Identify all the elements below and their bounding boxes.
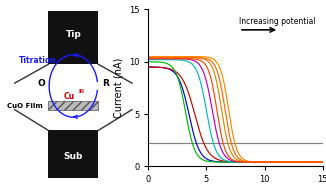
Text: Titration: Titration xyxy=(19,56,57,65)
Text: Tip: Tip xyxy=(66,29,81,39)
Text: III: III xyxy=(79,89,84,94)
Bar xyxy=(49,101,98,110)
Bar xyxy=(49,11,98,64)
Text: Cu: Cu xyxy=(63,92,75,101)
Text: R: R xyxy=(102,79,109,88)
Text: O: O xyxy=(37,79,45,88)
Text: Sub: Sub xyxy=(64,152,83,161)
Text: CuO Film: CuO Film xyxy=(7,103,43,109)
Text: Increasing potential: Increasing potential xyxy=(239,17,316,26)
Bar xyxy=(49,130,98,178)
Y-axis label: Current (nA): Current (nA) xyxy=(113,58,123,118)
